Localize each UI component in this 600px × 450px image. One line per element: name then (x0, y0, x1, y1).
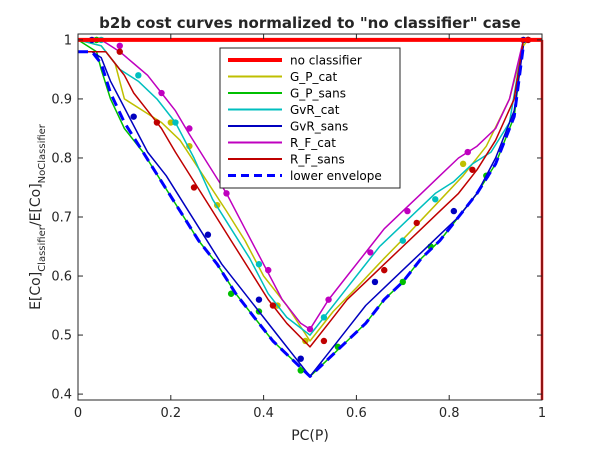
legend-label: GvR_sans (290, 120, 348, 134)
y-tick-label: 0.6 (51, 270, 72, 285)
data-point-r-f-sans (190, 184, 198, 191)
data-point-r-f-cat (325, 296, 332, 303)
y-axis-label: E[Co]Classifier/E[Co]NoClassifier (28, 123, 48, 310)
legend-box (219, 47, 401, 189)
legend-item-r-f-cat: R_F_cat (228, 136, 336, 150)
data-point-gvr-cat (135, 72, 142, 79)
y-tick-label: 0.4 (51, 388, 72, 403)
legend: no classifier G_P_cat G_P_sans GvR_cat GvR_s… (219, 47, 401, 189)
y-tick-label: 1 (64, 33, 72, 48)
legend-label: G_P_sans (290, 87, 346, 101)
data-point-gvr-cat (399, 237, 406, 244)
y-axis-label-mid: /E[Co] (28, 183, 44, 226)
series-r-f-sans (78, 36, 532, 348)
y-tick-label: 0.7 (51, 211, 72, 226)
y-axis-label-sub1: Classifier (37, 225, 48, 272)
data-point-g-p-sans (297, 367, 304, 374)
data-point-gvr-sans (297, 355, 304, 362)
data-point-gvr-cat (255, 261, 263, 268)
data-point-gvr-sans (255, 296, 263, 303)
data-point-r-f-cat (306, 325, 314, 333)
data-point-r-f-cat (464, 148, 471, 156)
legend-label: no classifier (290, 54, 362, 68)
legend-item-g-p-cat: G_P_cat (228, 70, 337, 84)
y-axis-label-base: E[Co] (28, 272, 44, 310)
data-point-r-f-sans (153, 119, 161, 126)
data-point-r-f-cat (116, 42, 123, 50)
data-point-gvr-cat (172, 119, 179, 126)
data-point-gvr-sans (204, 231, 212, 238)
data-point-g-p-sans (399, 278, 406, 286)
legend-item-gvr-sans: GvR_sans (228, 120, 348, 134)
data-point-g-p-sans (227, 290, 235, 297)
legend-item-gvr-cat: GvR_cat (228, 103, 340, 117)
y-axis-label-sub2: NoClassifier (37, 123, 48, 183)
data-point-r-f-sans (381, 266, 388, 274)
data-point-gvr-sans (371, 278, 379, 286)
x-tick-label: 0.4 (253, 406, 274, 421)
data-point-g-p-cat (167, 119, 174, 126)
data-point-r-f-cat (265, 266, 272, 274)
legend-label: R_F_sans (290, 153, 345, 167)
data-point-gvr-sans (130, 113, 137, 120)
legend-item-lower-envelope: lower envelope (228, 169, 382, 183)
data-point-gvr-cat (320, 314, 328, 321)
y-tick-label: 0.8 (51, 151, 72, 166)
series-line-lower-envelope (78, 45, 525, 378)
data-point-r-f-sans (116, 48, 123, 55)
data-point-r-f-cat (158, 89, 165, 97)
legend-item-no-classifier: no classifier (228, 54, 362, 68)
data-point-r-f-sans (320, 337, 328, 345)
data-point-r-f-sans (413, 219, 420, 227)
legend-label: GvR_cat (290, 103, 340, 117)
legend-item-r-f-sans: R_F_sans (228, 153, 345, 167)
legend-label: R_F_cat (290, 136, 336, 150)
data-point-r-f-cat (186, 125, 193, 132)
x-axis-ticks: 0 0.2 0.4 0.6 0.8 1 (74, 34, 546, 421)
legend-item-g-p-sans: G_P_sans (228, 87, 346, 101)
series-line-r-f-sans (78, 39, 525, 348)
data-point-r-f-cat (223, 190, 230, 197)
legend-label: G_P_cat (290, 70, 337, 84)
x-axis-label: PC(P) (291, 428, 329, 444)
data-point-r-f-sans (269, 302, 277, 309)
data-point-r-f-cat (367, 249, 374, 256)
y-tick-label: 0.5 (51, 329, 72, 344)
x-tick-label: 0.8 (439, 406, 460, 421)
x-tick-label: 0.6 (346, 406, 367, 421)
data-point-r-f-cat (404, 207, 411, 215)
data-point-g-p-cat (459, 160, 467, 168)
y-axis-ticks: 0.4 0.5 0.6 0.7 0.8 0.9 1 (51, 33, 542, 403)
series-lower-envelope (78, 45, 525, 378)
series-line-gvr-cat (77, 39, 525, 336)
series-line-gvr-sans (78, 45, 525, 378)
x-tick-label: 0.2 (160, 406, 181, 421)
data-point-gvr-sans (450, 207, 458, 215)
data-point-r-f-sans (469, 166, 476, 173)
x-tick-label: 1 (538, 406, 546, 421)
y-tick-label: 0.9 (51, 92, 72, 107)
series-line-r-f-cat (78, 39, 525, 330)
x-tick-label: 0 (74, 406, 82, 421)
chart-title: b2b cost curves normalized to "no classi… (99, 14, 521, 32)
data-point-g-p-cat (302, 337, 309, 345)
data-point-gvr-cat (432, 196, 439, 203)
legend-label: lower envelope (290, 169, 382, 183)
